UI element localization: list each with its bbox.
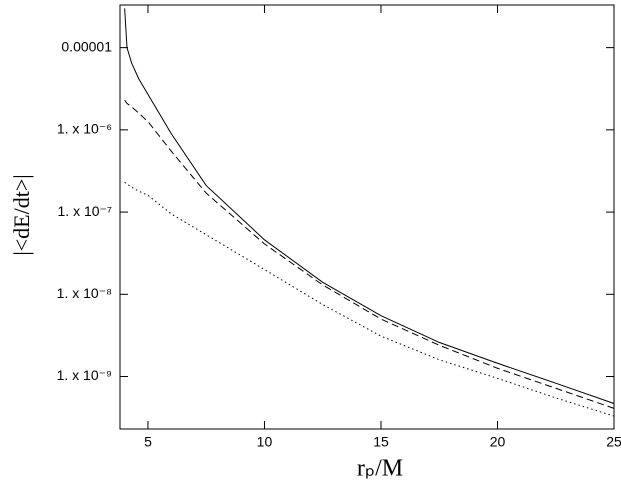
y-tick-label: 1. x 10⁻⁸: [57, 285, 112, 301]
x-axis-label: rₚ/M: [357, 456, 403, 482]
x-tick-label: 5: [144, 434, 152, 450]
y-tick-label: 1. x 10⁻⁹: [57, 367, 112, 383]
y-tick-label: 1. x 10⁻⁷: [58, 203, 112, 219]
x-tick-label: 15: [373, 434, 389, 450]
plot-frame: [119, 4, 615, 430]
x-tick-label: 10: [257, 434, 273, 450]
x-tick-label: 25: [606, 434, 621, 450]
data-line: [124, 181, 615, 417]
y-tick-label: 1. x 10⁻⁶: [57, 121, 112, 137]
y-axis-label: |<dE/dt>|: [9, 174, 34, 255]
x-tick-label: 20: [490, 434, 506, 450]
y-tick-label: 0.00001: [61, 38, 112, 54]
data-line: [124, 99, 615, 409]
data-line: [124, 8, 615, 404]
